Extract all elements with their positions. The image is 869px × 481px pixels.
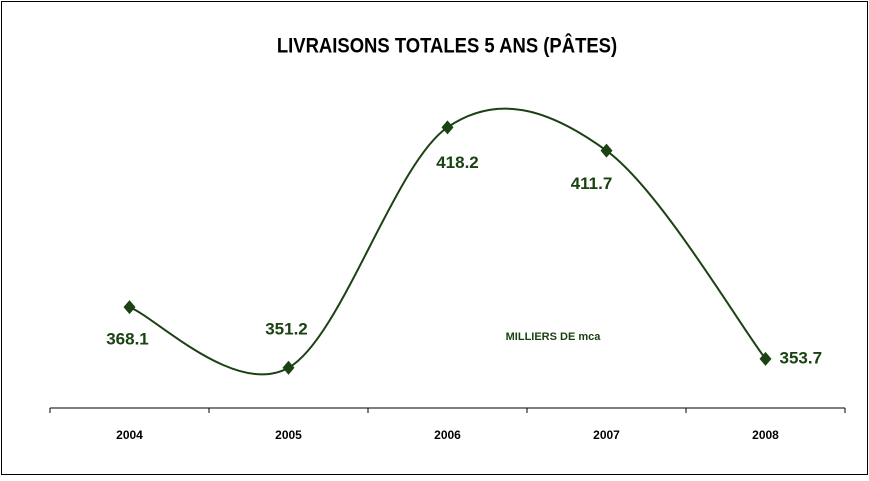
chart-title: LIVRAISONS TOTALES 5 ANS (PÂTES): [277, 32, 617, 57]
marker: [441, 120, 454, 135]
x-tick-label: 2008: [752, 428, 779, 442]
data-label: 353.7: [780, 348, 823, 367]
marker: [123, 300, 136, 315]
x-tick-label: 2007: [593, 428, 620, 442]
data-label: 351.2: [265, 319, 308, 338]
marker: [600, 143, 613, 158]
data-label: 418.2: [436, 153, 479, 172]
data-label: 411.7: [571, 174, 613, 193]
x-tick-label: 2006: [434, 428, 461, 442]
x-tick-label: 2004: [116, 428, 143, 442]
data-label: 368.1: [106, 330, 149, 349]
marker: [759, 351, 772, 366]
x-tick-label: 2005: [275, 428, 302, 442]
marker: [282, 360, 295, 375]
annotation: MILLIERS DE mca: [506, 331, 602, 343]
